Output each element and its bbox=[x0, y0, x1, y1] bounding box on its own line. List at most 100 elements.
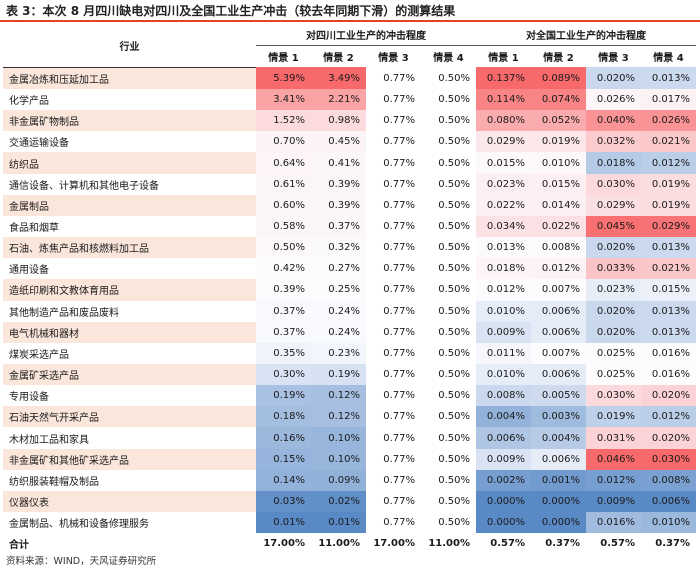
value-cell: 0.013% bbox=[476, 237, 531, 259]
value-cell: 0.017% bbox=[641, 88, 696, 111]
value-cell: 0.50% bbox=[438, 263, 470, 275]
value-cell: 0.58% bbox=[256, 215, 311, 238]
value-cell: 0.50% bbox=[438, 517, 470, 529]
value-cell: 0.030% bbox=[586, 385, 641, 407]
value-cell: 0.006% bbox=[476, 427, 531, 449]
total-value: 17.00% bbox=[263, 538, 305, 550]
total-row: 合计 17.00% 11.00% 17.00% 11.00% 0.57% 0.37% 0.57… bbox=[3, 533, 696, 554]
value-cell: 0.010% bbox=[641, 512, 696, 534]
value-cell: 0.019% bbox=[586, 406, 641, 428]
value-cell: 0.023% bbox=[586, 279, 641, 301]
value-cell: 0.77% bbox=[383, 220, 415, 232]
value-cell: 0.19% bbox=[311, 364, 366, 386]
value-cell: 0.021% bbox=[641, 258, 696, 280]
value-cell: 0.12% bbox=[311, 406, 366, 428]
value-cell: 0.000% bbox=[531, 512, 586, 534]
value-cell: 0.23% bbox=[311, 342, 366, 364]
table-row: 通用设备 0.42% 0.27% 0.77% 0.50% 0.018% 0.012% 0.03… bbox=[3, 258, 696, 280]
value-cell: 0.016% bbox=[586, 512, 641, 534]
total-value: 0.57% bbox=[600, 538, 635, 550]
value-cell: 0.50% bbox=[438, 496, 470, 508]
value-cell: 0.006% bbox=[641, 490, 696, 513]
value-cell: 0.98% bbox=[311, 110, 366, 132]
value-cell: 0.011% bbox=[476, 342, 531, 364]
source-note: 资料来源：WIND，天风证券研究所 bbox=[6, 556, 157, 567]
value-cell: 0.10% bbox=[311, 427, 366, 449]
value-cell: 0.034% bbox=[476, 215, 531, 238]
value-cell: 3.41% bbox=[256, 88, 311, 111]
value-cell: 0.019% bbox=[641, 194, 696, 216]
value-cell: 0.008% bbox=[476, 385, 531, 407]
value-cell: 0.026% bbox=[586, 88, 641, 111]
value-cell: 0.19% bbox=[256, 385, 311, 407]
value-cell: 0.24% bbox=[311, 300, 366, 322]
value-cell: 0.18% bbox=[256, 406, 311, 428]
value-cell: 0.004% bbox=[476, 406, 531, 428]
value-cell: 0.37% bbox=[256, 300, 311, 322]
value-cell: 0.000% bbox=[531, 490, 586, 513]
value-cell: 0.12% bbox=[311, 385, 366, 407]
impact-table: 行业 对四川工业生产的冲击程度 对全国工业生产的冲击程度 情景 1 情景 2 情景 … bbox=[3, 24, 696, 554]
value-cell: 0.50% bbox=[438, 94, 470, 106]
value-cell: 0.70% bbox=[256, 131, 311, 153]
value-cell: 0.009% bbox=[476, 448, 531, 470]
value-cell: 0.09% bbox=[311, 469, 366, 491]
value-cell: 0.007% bbox=[531, 342, 586, 364]
value-cell: 0.50% bbox=[438, 432, 470, 444]
value-cell: 0.002% bbox=[476, 469, 531, 491]
sichuan-group-header: 对四川工业生产的冲击程度 bbox=[256, 24, 476, 47]
value-cell: 0.006% bbox=[531, 364, 586, 386]
value-cell: 0.01% bbox=[311, 512, 366, 534]
value-cell: 0.50% bbox=[438, 199, 470, 211]
value-cell: 0.50% bbox=[438, 284, 470, 296]
value-cell: 0.50% bbox=[438, 136, 470, 148]
total-value: 17.00% bbox=[373, 538, 415, 550]
value-cell: 0.77% bbox=[383, 178, 415, 190]
value-cell: 0.77% bbox=[383, 496, 415, 508]
table-row: 金属制品、机械和设备修理服务 0.01% 0.01% 0.77% 0.50% 0.000%… bbox=[3, 512, 696, 534]
value-cell: 0.014% bbox=[531, 194, 586, 216]
value-cell: 0.77% bbox=[383, 115, 415, 127]
value-cell: 0.023% bbox=[476, 173, 531, 195]
industry-name: 纺织服装鞋帽及制品 bbox=[9, 476, 99, 488]
industry-name: 其他制造产品和废品废料 bbox=[9, 307, 119, 319]
value-cell: 0.020% bbox=[586, 237, 641, 259]
scenario-header: 情景 1 bbox=[488, 53, 519, 65]
value-cell: 0.009% bbox=[476, 321, 531, 343]
scenario-header: 情景 3 bbox=[598, 53, 629, 65]
value-cell: 0.006% bbox=[531, 321, 586, 343]
value-cell: 0.026% bbox=[641, 110, 696, 132]
industry-name: 石油、炼焦产品和核燃料加工品 bbox=[3, 237, 256, 259]
value-cell: 0.50% bbox=[438, 72, 470, 84]
scenario-header: 情景 3 bbox=[378, 53, 409, 65]
value-cell: 0.019% bbox=[641, 173, 696, 195]
total-value: 0.37% bbox=[655, 538, 690, 550]
value-cell: 0.27% bbox=[311, 258, 366, 280]
industry-name: 非金属矿和其他矿采选产品 bbox=[3, 448, 256, 470]
value-cell: 0.77% bbox=[383, 305, 415, 317]
value-cell: 0.012% bbox=[641, 406, 696, 428]
value-cell: 0.003% bbox=[531, 406, 586, 428]
value-cell: 0.000% bbox=[476, 490, 531, 513]
value-cell: 0.010% bbox=[476, 364, 531, 386]
table-row: 非金属矿和其他矿采选产品 0.15% 0.10% 0.77% 0.50% 0.009% 0.… bbox=[3, 448, 696, 470]
value-cell: 0.77% bbox=[383, 263, 415, 275]
table-row: 金属冶炼和压延加工品 5.39% 3.49% 0.77% 0.50% 0.137% 0.08… bbox=[3, 67, 696, 89]
value-cell: 1.52% bbox=[256, 110, 311, 132]
value-cell: 0.50% bbox=[438, 369, 470, 381]
table-row: 专用设备 0.19% 0.12% 0.77% 0.50% 0.008% 0.005% 0.03… bbox=[3, 385, 696, 407]
scenario-header: 情景 2 bbox=[543, 53, 574, 65]
value-cell: 0.16% bbox=[256, 427, 311, 449]
value-cell: 0.77% bbox=[383, 432, 415, 444]
value-cell: 0.018% bbox=[586, 152, 641, 174]
value-cell: 0.02% bbox=[311, 490, 366, 513]
value-cell: 0.012% bbox=[641, 152, 696, 174]
value-cell: 0.004% bbox=[531, 427, 586, 449]
value-cell: 0.77% bbox=[383, 199, 415, 211]
value-cell: 0.010% bbox=[531, 152, 586, 174]
value-cell: 0.025% bbox=[586, 342, 641, 364]
value-cell: 0.022% bbox=[476, 194, 531, 216]
value-cell: 0.77% bbox=[383, 411, 415, 423]
value-cell: 0.39% bbox=[256, 279, 311, 301]
value-cell: 0.77% bbox=[383, 390, 415, 402]
